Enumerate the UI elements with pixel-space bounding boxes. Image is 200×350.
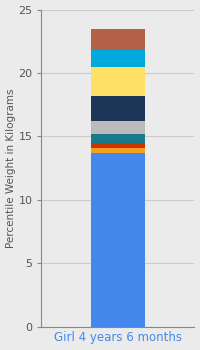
Bar [91,50,145,66]
Bar [91,134,145,143]
Bar [91,66,145,96]
Bar [91,96,145,121]
Bar [91,29,145,50]
Bar [91,153,145,327]
Y-axis label: Percentile Weight in Kilograms: Percentile Weight in Kilograms [6,88,16,248]
Bar [91,148,145,153]
Bar [91,121,145,134]
Bar [91,143,145,148]
